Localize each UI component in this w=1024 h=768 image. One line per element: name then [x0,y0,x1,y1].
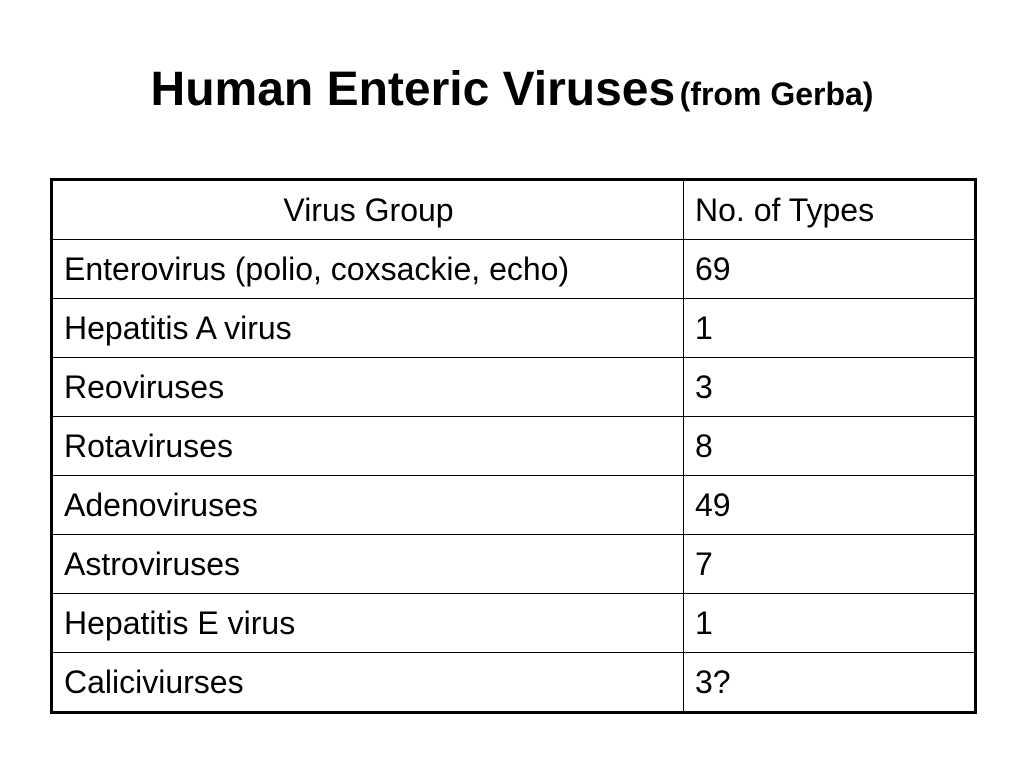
virus-group-cell: Rotaviruses [51,416,684,476]
type-count-cell: 7 [683,534,976,594]
type-count-cell: 3 [683,357,976,417]
table-row: Caliciviurses 3? [51,652,976,713]
slide-title-main: Human Enteric Viruses [150,63,676,116]
table-row: Hepatitis E virus 1 [51,593,976,653]
header-virus-group: Virus Group [51,179,684,240]
table-row: Enterovirus (polio, coxsackie, echo) 69 [51,239,976,299]
table-row: Rotaviruses 8 [51,416,976,476]
virus-group-cell: Astroviruses [51,534,684,594]
table-row: Adenoviruses 49 [51,475,976,535]
virus-group-cell: Hepatitis E virus [51,593,684,653]
table-row: Astroviruses 7 [51,534,976,594]
slide-title-source: (from Gerba) [679,76,874,112]
header-no-of-types: No. of Types [683,179,976,240]
virus-group-cell: Adenoviruses [51,475,684,535]
type-count-cell: 49 [683,475,976,535]
virus-table: Virus Group No. of Types Enterovirus (po… [50,178,977,714]
slide-title: Human Enteric Viruses (from Gerba) [0,62,1024,117]
table-header-row: Virus Group No. of Types [51,179,976,240]
type-count-cell: 1 [683,593,976,653]
table-row: Reoviruses 3 [51,357,976,417]
table-row: Hepatitis A virus 1 [51,298,976,358]
type-count-cell: 1 [683,298,976,358]
virus-group-cell: Enterovirus (polio, coxsackie, echo) [51,239,684,299]
virus-group-cell: Hepatitis A virus [51,298,684,358]
type-count-cell: 3? [683,652,976,713]
virus-group-cell: Reoviruses [51,357,684,417]
virus-group-cell: Caliciviurses [51,652,684,713]
type-count-cell: 8 [683,416,976,476]
type-count-cell: 69 [683,239,976,299]
